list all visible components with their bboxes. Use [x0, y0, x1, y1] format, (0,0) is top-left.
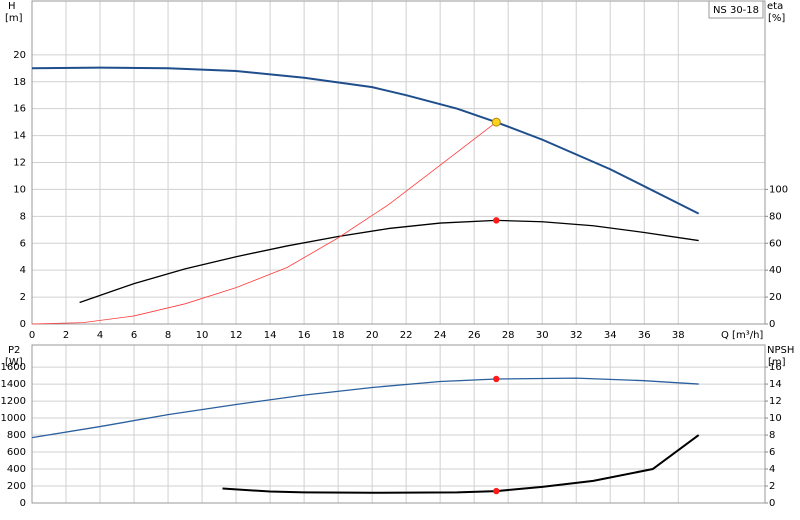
duty-point: [493, 487, 500, 495]
y2-tick-label: 100: [769, 184, 788, 195]
curve: [222, 434, 700, 494]
y-tick-label: 1400: [1, 379, 26, 390]
y2-tick-label: 0: [769, 498, 775, 509]
x-tick-label: 0: [29, 330, 35, 341]
y-tick-label: 200: [7, 481, 26, 492]
x-tick-label: 34: [604, 330, 617, 341]
x-tick-label: 24: [434, 330, 447, 341]
y2-tick-label: 40: [769, 265, 782, 276]
plot-frame: [31, 344, 766, 504]
y2-axis-label: NPSH: [767, 345, 794, 356]
y2-tick-label: 0: [769, 319, 775, 330]
y-tick-label: 14: [13, 131, 26, 142]
y2-tick-label: 80: [769, 211, 782, 222]
x-tick-label: 8: [165, 330, 171, 341]
y2-tick-label: 16: [769, 362, 782, 373]
y-tick-label: 12: [13, 158, 26, 169]
x-tick-label: 6: [131, 330, 137, 341]
y2-tick-label: 2: [769, 481, 775, 492]
duty-point: [493, 375, 500, 383]
y-tick-label: 18: [13, 77, 26, 88]
y2-axis-unit: [m]: [768, 357, 786, 368]
x-tick-label: 10: [196, 330, 209, 341]
duty-point: [493, 217, 500, 224]
y-tick-label: 1200: [1, 396, 26, 407]
y-tick-label: 1600: [1, 362, 26, 373]
x-tick-label: 28: [502, 330, 515, 341]
x-tick-label: 22: [400, 330, 413, 341]
title-box: [708, 0, 764, 19]
plot-frame: [31, 0, 766, 325]
plot-area: [32, 345, 765, 503]
x-tick-label: 38: [672, 330, 685, 341]
y-tick-label: 800: [7, 430, 26, 441]
y-tick-label: 600: [7, 447, 26, 458]
duty-point: [491, 117, 501, 127]
y-axis-unit: [W]: [5, 357, 23, 368]
x-tick-label: 4: [97, 330, 103, 341]
y2-tick-label: 12: [769, 396, 782, 407]
y2-axis-unit: [%]: [768, 13, 785, 24]
y-tick-label: 8: [20, 211, 26, 222]
y2-tick-label: 6: [769, 447, 775, 458]
x-tick-label: 2: [63, 330, 69, 341]
x-tick-label: 26: [468, 330, 481, 341]
x-tick-label: 36: [638, 330, 651, 341]
y-tick-label: 10: [13, 184, 26, 195]
y2-tick-label: 14: [769, 379, 782, 390]
x-tick-label: 32: [570, 330, 583, 341]
curve: [31, 121, 497, 325]
y2-tick-label: 8: [769, 430, 775, 441]
y-tick-label: 0: [20, 319, 26, 330]
x-tick-label: 30: [536, 330, 549, 341]
chart-title: NS 30-18: [713, 5, 759, 16]
x-tick-label: 12: [230, 330, 243, 341]
x-tick-label: 20: [366, 330, 379, 341]
x-axis-label: Q [m³/h]: [721, 330, 763, 341]
y-tick-label: 0: [20, 498, 26, 509]
x-tick-label: 16: [298, 330, 311, 341]
x-tick-label: 18: [332, 330, 345, 341]
x-tick-label: 14: [264, 330, 277, 341]
y-axis-label: P2: [8, 345, 20, 356]
y-axis-unit: [m]: [5, 13, 23, 24]
y2-tick-label: 4: [769, 464, 775, 475]
y-tick-label: 6: [20, 238, 26, 249]
y-tick-label: 400: [7, 464, 26, 475]
y2-axis-label: eta: [767, 1, 783, 12]
y2-tick-label: 60: [769, 238, 782, 249]
y-tick-label: 1000: [1, 413, 26, 424]
y-tick-label: 4: [20, 265, 26, 276]
y-axis-label: H: [8, 1, 16, 12]
curve: [79, 219, 699, 304]
y2-tick-label: 20: [769, 292, 782, 303]
y-tick-label: 2: [20, 292, 26, 303]
curve: [31, 66, 700, 215]
y-tick-label: 20: [13, 50, 26, 61]
y2-tick-label: 10: [769, 413, 782, 424]
y-tick-label: 16: [13, 104, 26, 115]
curve: [31, 377, 699, 439]
